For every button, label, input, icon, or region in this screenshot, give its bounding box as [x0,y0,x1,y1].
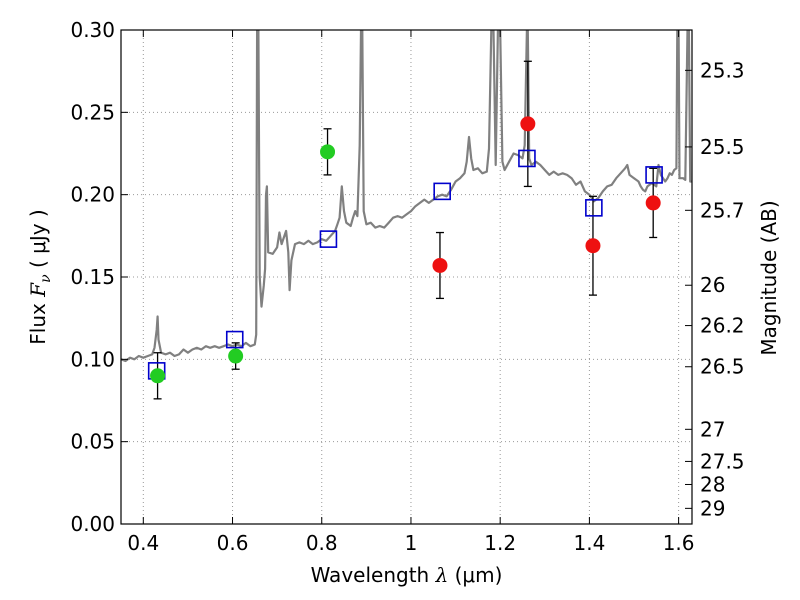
spectrum-line [121,30,692,363]
mag-tick-label: 25.3 [700,58,745,82]
mag-tick-label: 25.7 [700,198,745,222]
model-square [319,230,338,248]
right-axis-label: Magnitude (AB) [757,200,781,355]
x-tick-label: 0.6 [217,531,249,555]
y-tick-label: 0.10 [70,347,115,371]
points-layer [147,60,663,400]
red-point [645,195,661,211]
x-tick-label: 0.8 [306,531,338,555]
mag-tick-label: 26.5 [700,355,745,379]
mag-tick-label: 27 [700,417,725,441]
grid-lines [121,29,692,525]
mag-tick-label: 26 [700,273,725,297]
model-square [433,182,451,201]
red-point [432,257,448,273]
red-point [520,116,536,132]
mag-tick-label: 26.2 [700,314,745,338]
y-tick-label: 0.30 [70,18,115,42]
mag-tick-label: 29 [700,496,725,520]
spectrum-layer [121,30,692,363]
green-point [150,368,166,384]
y-tick-label: 0.15 [70,265,115,289]
y-tick-label: 0.00 [70,512,115,536]
green-point [228,348,244,364]
y-tick-label: 0.05 [70,430,115,454]
x-axis-label-unit: (μm) [448,563,502,587]
mag-tick-label: 25.5 [700,135,745,159]
model-square [645,166,663,184]
axis-ticks: 0.4 0.6 0.8 1 1.2 1.4 1.6 0.00 0.05 0.10 0.15 0.20 0… [70,18,744,555]
y-tick-label: 0.20 [70,183,115,207]
x-tick-label: 0.4 [127,531,159,555]
plot-frame [120,29,693,525]
x-axis-label-prefix: Wavelength [311,563,436,587]
y-axis-label-prefix: Flux [26,297,50,345]
y-axis-label-symbol: F [26,282,50,298]
x-tick-label: 1.4 [573,531,605,555]
mag-tick-label: 27.5 [700,449,745,473]
y-axis-label-subscript: ν [38,274,54,283]
x-tick-label: 1.2 [484,531,516,555]
y-tick-label: 0.25 [70,100,115,124]
green-point [320,144,336,160]
model-square [518,149,536,168]
y-axis-label: Flux Fν ( μJy ) [26,209,54,344]
red-point [585,238,601,254]
mag-tick-label: 28 [700,472,725,496]
x-tick-label: 1 [405,531,418,555]
x-axis-label-symbol: λ [435,563,449,587]
x-tick-label: 1.6 [663,531,695,555]
model-square [225,330,244,349]
model-square [585,199,603,217]
y-axis-label-unit: ( μJy ) [26,209,50,274]
x-axis-label: Wavelength λ (μm) [311,563,503,587]
